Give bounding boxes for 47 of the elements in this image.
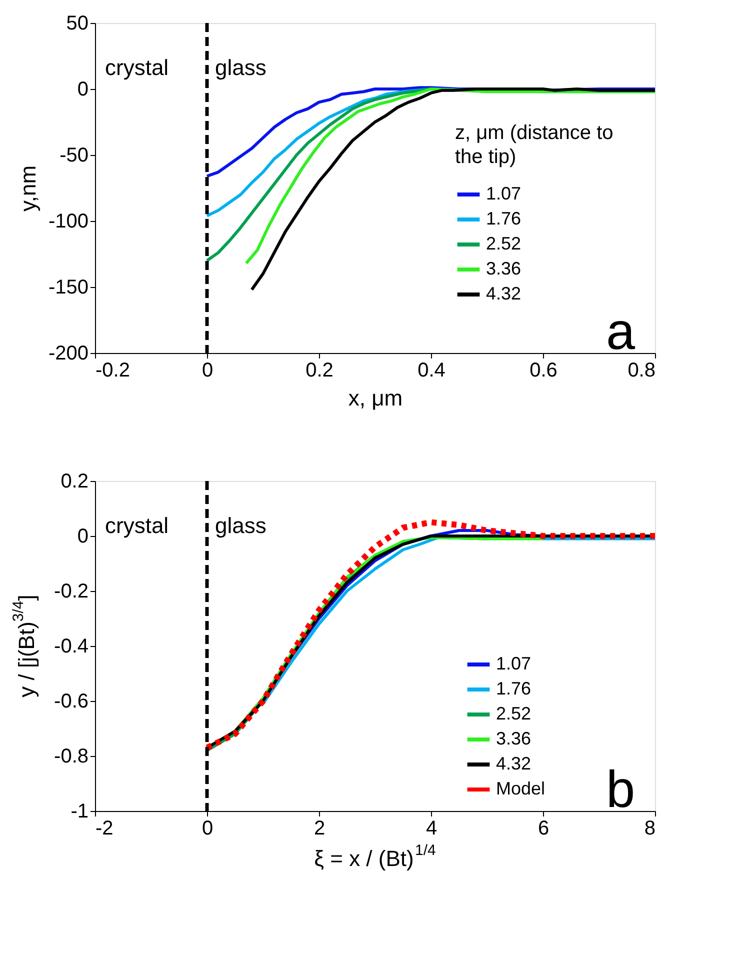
legend-label: Model xyxy=(496,778,546,798)
y-tick-label: 0 xyxy=(77,526,88,548)
y-tick-label: -150 xyxy=(48,276,88,298)
legend-label: 3.36 xyxy=(486,258,522,278)
y-axis-title: y / [j(Bt)3/4] xyxy=(10,594,39,698)
legend-label: 2.52 xyxy=(496,704,532,724)
y-tick-label: -0.2 xyxy=(54,580,88,602)
x-tick-label: 0.2 xyxy=(306,360,334,382)
annotation: b xyxy=(606,761,635,819)
y-tick-label: -0.8 xyxy=(54,746,88,768)
x-tick-label: 0.4 xyxy=(418,360,446,382)
legend-label: 1.07 xyxy=(496,654,532,674)
y-tick-label: -200 xyxy=(48,342,88,364)
y-tick-label: -50 xyxy=(60,144,88,166)
x-tick-label: 0 xyxy=(202,818,214,840)
annotation: a xyxy=(606,303,636,361)
legend-title: z, μm (distance to the tip) xyxy=(455,122,614,168)
x-tick-label: 0.8 xyxy=(628,360,656,382)
y-tick-label: -1 xyxy=(70,800,88,822)
y-tick-label: 0 xyxy=(77,78,88,100)
y-tick-label: 0.2 xyxy=(60,470,88,492)
x-tick-label: 0.6 xyxy=(530,360,558,382)
legend-label: 2.52 xyxy=(486,234,522,254)
annotation: glass xyxy=(215,513,266,538)
y-tick-label: -100 xyxy=(48,210,88,232)
x-tick-label: 8 xyxy=(644,818,656,840)
x-tick-label: 4 xyxy=(426,818,438,840)
annotation: crystal xyxy=(105,55,169,80)
legend-label: 1.76 xyxy=(496,678,532,698)
x-tick-label: 2 xyxy=(314,818,326,840)
y-tick-label: -0.4 xyxy=(54,636,88,658)
annotation: crystal xyxy=(105,513,169,538)
x-tick-label: -0.2 xyxy=(96,360,130,382)
y-axis-title: y,nm xyxy=(15,165,40,212)
y-tick-label: -0.6 xyxy=(54,690,88,712)
legend-label: 1.76 xyxy=(486,208,522,228)
legend-label: 4.32 xyxy=(496,754,532,774)
x-tick-label: 0 xyxy=(202,360,214,382)
legend-label: 3.36 xyxy=(496,728,532,748)
y-tick-label: 50 xyxy=(66,12,88,34)
line-series xyxy=(206,88,432,262)
x-tick-label: 6 xyxy=(538,818,550,840)
legend-label: 1.07 xyxy=(486,184,522,204)
x-tick-label: -2 xyxy=(96,818,114,840)
x-axis-title: x, μm xyxy=(348,386,403,410)
legend-label: 4.32 xyxy=(486,284,522,304)
annotation: glass xyxy=(215,55,266,80)
